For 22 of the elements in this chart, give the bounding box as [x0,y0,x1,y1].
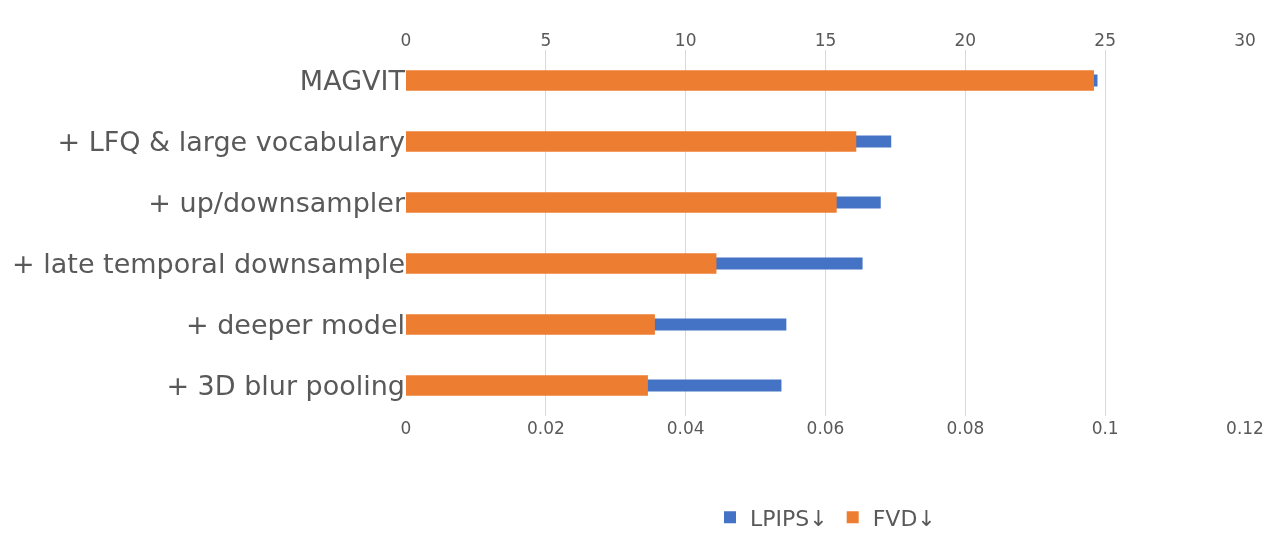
x-tick-label: 0.06 [806,418,845,438]
x2-tick-label: 20 [954,29,977,50]
y-tick-label: + up/downsampler [148,186,406,218]
x2-tick-label: 30 [1234,29,1256,50]
y-tick-label: + 3D blur pooling [166,369,405,401]
legend-label: FVD↓ [872,505,936,531]
x-tick-label: 0 [400,418,412,438]
x-tick-label: 0.08 [946,418,985,438]
x-tick-label: 0.02 [526,418,565,438]
x2-tick-label: 15 [814,29,837,50]
y-tick-label: + LFQ & large vocabulary [57,125,406,157]
x-tick-label: 0.1 [1091,418,1119,438]
y-tick-label: + late temporal downsample [12,247,405,279]
y-tick-label: + deeper model [185,308,405,340]
x2-tick-label: 10 [674,29,697,50]
y-tick-label: MAGVIT [299,64,406,96]
x-tick-label: 0.12 [1226,418,1264,438]
x2-tick-label: 25 [1094,29,1116,50]
legend-label: LPIPS↓ [750,505,828,531]
x-tick-label: 0.04 [666,418,705,438]
x2-tick-label: 5 [540,29,552,50]
x2-tick-label: 0 [400,29,412,50]
